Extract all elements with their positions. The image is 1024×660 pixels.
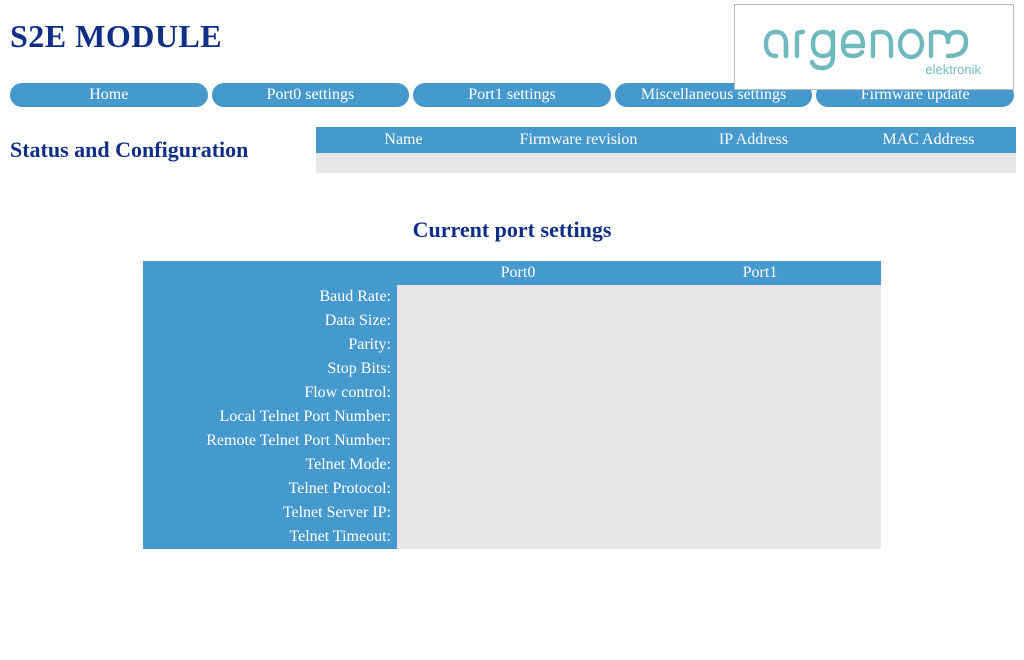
- row-val-p1: [639, 381, 881, 405]
- row-label: Telnet Protocol:: [143, 477, 397, 501]
- table-row: Telnet Mode:: [143, 453, 881, 477]
- row-label: Stop Bits:: [143, 357, 397, 381]
- row-label: Local Telnet Port Number:: [143, 405, 397, 429]
- row-val-p1: [639, 357, 881, 381]
- row-val-p0: [397, 357, 639, 381]
- nav-port0-settings[interactable]: Port0 settings: [212, 83, 410, 107]
- row-val-p0: [397, 501, 639, 525]
- table-row: Local Telnet Port Number:: [143, 405, 881, 429]
- row-label: Telnet Mode:: [143, 453, 397, 477]
- port-col-port0: Port0: [397, 261, 639, 285]
- row-val-p1: [639, 405, 881, 429]
- table-row: Telnet Timeout:: [143, 525, 881, 549]
- nav-home[interactable]: Home: [10, 83, 208, 107]
- table-row: Telnet Server IP:: [143, 501, 881, 525]
- status-table: Name Firmware revision IP Address MAC Ad…: [316, 127, 1016, 173]
- page-header: S2E MODULE elektronik: [0, 0, 1024, 83]
- row-val-p1: [639, 285, 881, 309]
- row-val-p1: [639, 333, 881, 357]
- status-table-header: Name Firmware revision IP Address MAC Ad…: [316, 127, 1016, 153]
- row-val-p1: [639, 429, 881, 453]
- row-val-p0: [397, 405, 639, 429]
- row-label: Remote Telnet Port Number:: [143, 429, 397, 453]
- row-val-p1: [639, 477, 881, 501]
- brand-logo: elektronik: [734, 4, 1014, 90]
- nav-port1-settings[interactable]: Port1 settings: [413, 83, 611, 107]
- status-col-name: Name: [316, 131, 491, 149]
- table-row: Baud Rate:: [143, 285, 881, 309]
- row-val-p0: [397, 453, 639, 477]
- row-label: Data Size:: [143, 309, 397, 333]
- row-val-p1: [639, 525, 881, 549]
- port-col-empty: [143, 261, 397, 285]
- status-section: Status and Configuration Name Firmware r…: [0, 127, 1024, 173]
- row-val-p0: [397, 429, 639, 453]
- row-val-p0: [397, 285, 639, 309]
- status-col-ip: IP Address: [666, 131, 841, 149]
- port-settings-title: Current port settings: [0, 217, 1024, 243]
- row-val-p0: [397, 525, 639, 549]
- port-settings-table: Port0 Port1 Baud Rate: Data Size: Parity…: [143, 261, 881, 549]
- row-val-p0: [397, 381, 639, 405]
- status-col-mac: MAC Address: [841, 131, 1016, 149]
- row-val-p0: [397, 333, 639, 357]
- row-val-p0: [397, 309, 639, 333]
- status-section-title: Status and Configuration: [0, 131, 306, 169]
- table-row: Flow control:: [143, 381, 881, 405]
- row-label: Flow control:: [143, 381, 397, 405]
- argenom-logo-icon: elektronik: [743, 12, 1005, 82]
- row-val-p0: [397, 477, 639, 501]
- table-row: Stop Bits:: [143, 357, 881, 381]
- row-label: Telnet Timeout:: [143, 525, 397, 549]
- row-val-p1: [639, 453, 881, 477]
- table-row: Port0 Port1: [143, 261, 881, 285]
- row-val-p1: [639, 501, 881, 525]
- table-row: Data Size:: [143, 309, 881, 333]
- port-col-port1: Port1: [639, 261, 881, 285]
- table-row: Parity:: [143, 333, 881, 357]
- status-col-fw: Firmware revision: [491, 131, 666, 149]
- row-label: Parity:: [143, 333, 397, 357]
- row-val-p1: [639, 309, 881, 333]
- row-label: Telnet Server IP:: [143, 501, 397, 525]
- table-row: Telnet Protocol:: [143, 477, 881, 501]
- status-table-row: [316, 153, 1016, 173]
- table-row: Remote Telnet Port Number:: [143, 429, 881, 453]
- row-label: Baud Rate:: [143, 285, 397, 309]
- logo-subtext: elektronik: [925, 62, 981, 77]
